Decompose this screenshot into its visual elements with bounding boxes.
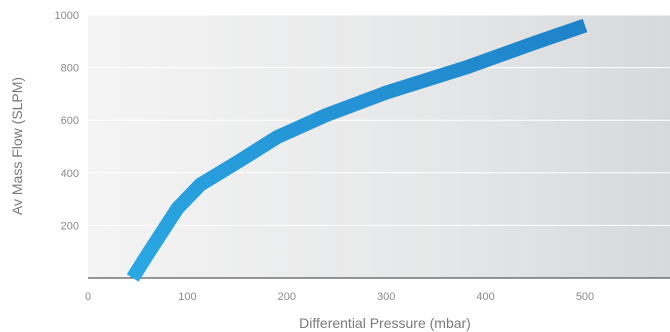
x-tick-label: 100: [178, 291, 196, 303]
gridlines: [88, 14, 670, 226]
y-tick-label: 800: [61, 63, 79, 75]
x-tick-label: 0: [85, 291, 91, 303]
x-axis-label: Differential Pressure (mbar): [299, 315, 471, 331]
y-tick-labels: 200 400 600 800 1000: [55, 10, 79, 232]
series-group: [126, 18, 588, 282]
y-tick-label: 600: [61, 115, 79, 127]
x-tick-label: 500: [576, 291, 594, 303]
y-tick-label: 200: [61, 220, 79, 232]
x-tick-label: 200: [278, 291, 296, 303]
flow-curve-line: [126, 18, 588, 282]
plot-area: [88, 15, 670, 278]
y-tick-label: 1000: [55, 10, 79, 22]
x-tick-label: 400: [476, 291, 494, 303]
y-axis-label: Av Mass Flow (SLPM): [9, 77, 25, 215]
x-tick-labels: 0 100 200 300 400 500: [85, 291, 594, 303]
y-tick-label: 400: [61, 168, 79, 180]
x-tick-label: 300: [377, 291, 395, 303]
